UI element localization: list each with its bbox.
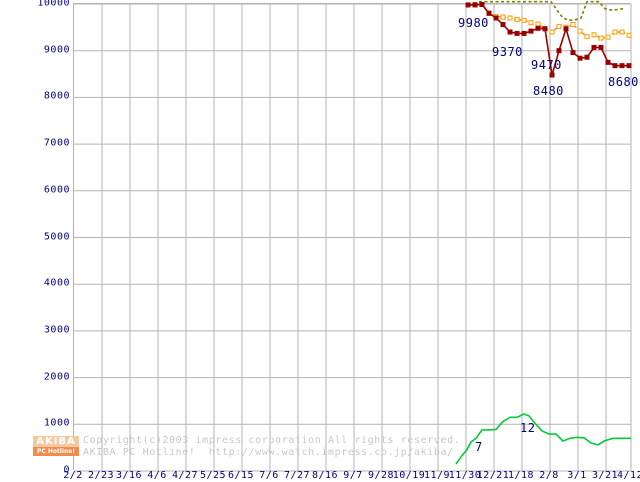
series-marker (507, 29, 513, 35)
series-marker (465, 2, 471, 8)
x-tick-label: 7/6 (259, 470, 279, 481)
x-tick-label: 3/21 (591, 470, 619, 481)
annotation-8480: 8480 (533, 84, 564, 98)
series-marker (605, 34, 611, 40)
series-marker (591, 44, 597, 50)
series-shop-count (455, 413, 631, 465)
series-price-min (465, 1, 632, 78)
series-marker (612, 63, 618, 69)
series-marker (472, 2, 478, 8)
series-marker (514, 16, 520, 22)
y-axis: 0 1000 2000 3000 4000 5000 6000 7000 8000 9000 100… (0, 0, 70, 480)
x-tick-label: 11/9 (423, 470, 451, 481)
series-marker (535, 25, 541, 31)
data-series-layer (455, 0, 632, 465)
x-tick-label: 9/7 (343, 470, 363, 481)
series-marker (486, 10, 492, 16)
series-marker (598, 44, 604, 50)
x-tick-label: 3/16 (115, 470, 143, 481)
series-marker (556, 23, 562, 29)
series-marker (619, 63, 625, 69)
plot-area (73, 0, 632, 472)
x-tick-label: 4/6 (147, 470, 167, 481)
annotation-9980: 9980 (458, 16, 489, 30)
series-marker (535, 21, 541, 27)
x-tick-label: 8/16 (311, 470, 339, 481)
y-tick-label: 7000 (43, 137, 70, 149)
series-price-max (479, 0, 624, 22)
series-marker (577, 55, 583, 61)
x-tick-label: 7/27 (283, 470, 311, 481)
series-marker (556, 48, 562, 54)
y-tick-label: 10000 (37, 0, 70, 9)
y-tick-label: 0 (63, 464, 70, 476)
series-marker (619, 29, 625, 35)
series-marker (584, 34, 590, 40)
annotation-7: 7 (475, 440, 483, 454)
series-marker (605, 59, 611, 65)
x-tick-label: 2/8 (539, 470, 559, 481)
y-tick-label: 2000 (43, 371, 70, 383)
y-tick-label: 8000 (43, 90, 70, 102)
y-tick-label: 6000 (43, 184, 70, 196)
x-tick-label: 3/1 (567, 470, 587, 481)
series-marker (528, 28, 534, 34)
x-tick-label: 4/12 (616, 470, 640, 481)
annotation-12: 12 (520, 421, 536, 435)
x-tick-label: 6/15 (227, 470, 255, 481)
x-tick-label: 11/30 (448, 470, 482, 481)
series-marker (549, 29, 555, 35)
y-tick-label: 1000 (43, 417, 70, 429)
x-tick-label: 10/19 (392, 470, 426, 481)
series-marker (507, 15, 513, 21)
series-marker (514, 30, 520, 36)
grid-lines (74, 3, 632, 472)
series-marker (570, 50, 576, 56)
y-tick-label: 3000 (43, 324, 70, 336)
series-line (455, 413, 631, 465)
series-marker (626, 63, 632, 69)
x-tick-label: 2/23 (87, 470, 115, 481)
annotation-8680: 8680 (608, 75, 639, 89)
series-marker (598, 35, 604, 41)
x-tick-label: 4/27 (171, 470, 199, 481)
series-marker (500, 22, 506, 28)
series-marker (521, 17, 527, 23)
x-tick-label: 5/25 (199, 470, 227, 481)
series-marker (570, 22, 576, 28)
annotation-9470: 9470 (531, 58, 562, 72)
y-tick-label: 4000 (43, 277, 70, 289)
x-tick-label: 2/2 (63, 470, 83, 481)
y-tick-label: 5000 (43, 231, 70, 242)
annotation-9370: 9370 (492, 45, 523, 59)
x-tick-label: 9/28 (367, 470, 395, 481)
series-marker (612, 29, 618, 35)
y-tick-label: 9000 (43, 44, 70, 56)
series-marker (549, 72, 555, 78)
series-marker (577, 28, 583, 34)
series-marker (542, 26, 548, 32)
series-line (479, 0, 624, 22)
series-marker (479, 1, 485, 7)
series-marker (591, 32, 597, 38)
series-marker (584, 54, 590, 60)
series-marker (528, 20, 534, 26)
x-tick-label: 1/18 (507, 470, 535, 481)
series-marker (500, 14, 506, 20)
x-tick-label: 12/21 (476, 470, 510, 481)
series-price-average (472, 1, 632, 41)
series-marker (521, 30, 527, 36)
series-marker (493, 15, 499, 21)
series-marker (626, 32, 632, 38)
x-axis: 2/2 2/23 3/16 4/6 4/27 5/25 6/15 7/6 7/27 8/16 9/7… (0, 470, 640, 482)
series-marker (563, 26, 569, 32)
